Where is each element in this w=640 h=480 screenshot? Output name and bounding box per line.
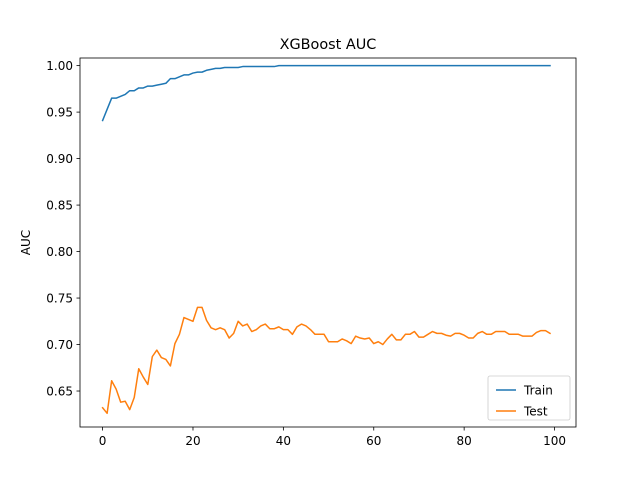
y-tick-label: 0.90 — [46, 152, 73, 166]
x-tick-label: 0 — [99, 434, 107, 448]
chart-title: XGBoost AUC — [280, 37, 377, 53]
x-tick-label: 80 — [457, 434, 472, 448]
x-tick-label: 100 — [543, 434, 566, 448]
y-tick-label: 0.75 — [46, 292, 73, 306]
plot-area: 0 20 40 60 80 100 0.65 0.70 0.75 0.80 0.85 0.90 0.95… — [46, 57, 577, 448]
axes-frame — [79, 57, 577, 428]
y-tick-label: 0.95 — [46, 106, 73, 120]
x-tick-label: 60 — [366, 434, 381, 448]
series-line-train — [101, 64, 551, 122]
legend-box — [487, 375, 571, 421]
y-tick-label: 1.00 — [46, 59, 73, 73]
x-tick-label: 20 — [185, 434, 200, 448]
legend-label-test: Test — [523, 405, 548, 419]
x-tick-label: 40 — [276, 434, 291, 448]
y-tick-label: 0.80 — [46, 245, 73, 259]
y-tick-label: 0.65 — [46, 385, 73, 399]
y-tick-label: 0.85 — [46, 199, 73, 213]
y-tick-label: 0.70 — [46, 338, 73, 352]
legend-label-train: Train — [523, 384, 553, 398]
legend: Train Test — [487, 375, 571, 421]
series-line-test — [101, 306, 552, 415]
y-axis-label: AUC — [19, 230, 33, 255]
